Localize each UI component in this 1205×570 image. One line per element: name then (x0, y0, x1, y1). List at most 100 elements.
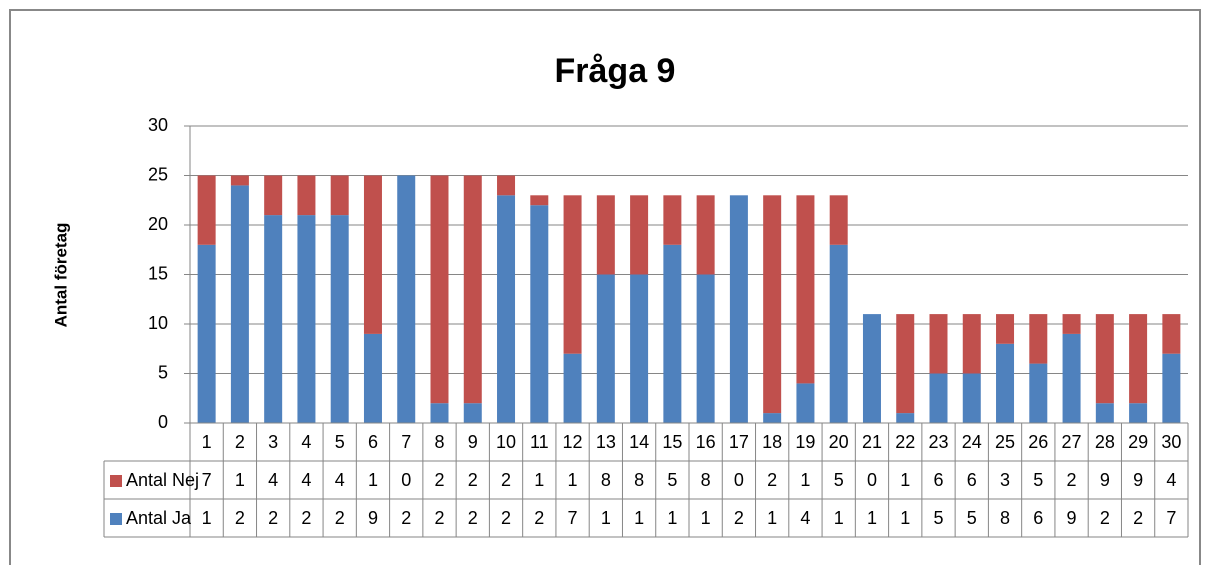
bar (862, 314, 881, 423)
data-table-cell: 8 (701, 470, 711, 490)
data-table-cell: 9 (368, 508, 378, 528)
bar (1062, 333, 1081, 423)
x-tick-label: 24 (962, 432, 982, 452)
data-table-cell: 5 (967, 508, 977, 528)
data-table-cell: 1 (900, 508, 910, 528)
x-tick-label: 22 (895, 432, 915, 452)
x-tick-label: 10 (496, 432, 516, 452)
x-tick-label: 13 (596, 432, 616, 452)
data-table-cell: 1 (767, 508, 777, 528)
chart-title: Fråga 9 (555, 52, 676, 90)
bar (363, 333, 382, 423)
bar (929, 314, 948, 374)
bar (796, 195, 815, 384)
x-tick-label: 23 (928, 432, 948, 452)
bar (330, 175, 349, 216)
bar (230, 185, 249, 423)
bar (230, 175, 249, 186)
data-table-cell: 4 (800, 508, 810, 528)
data-table-cell: 6 (967, 470, 977, 490)
x-tick-label: 18 (762, 432, 782, 452)
data-table-cell: 5 (1033, 470, 1043, 490)
data-table-cell: 1 (867, 508, 877, 528)
data-table-cell: 8 (601, 470, 611, 490)
data-table-cell: 2 (434, 470, 444, 490)
bar (1129, 314, 1148, 404)
x-tick-label: 27 (1062, 432, 1082, 452)
bar (530, 205, 549, 423)
data-table-cell: 9 (1100, 470, 1110, 490)
bar (929, 373, 948, 423)
data-table-cell: 0 (867, 470, 877, 490)
bar (297, 215, 316, 423)
x-tick-label: 3 (268, 432, 278, 452)
bar (264, 175, 283, 216)
data-table-cell: 1 (202, 508, 212, 528)
x-tick-label: 5 (335, 432, 345, 452)
data-table-cell: 4 (335, 470, 345, 490)
bar (962, 314, 981, 374)
data-table-cell: 7 (568, 508, 578, 528)
data-table-cell: 5 (933, 508, 943, 528)
x-tick-label: 29 (1128, 432, 1148, 452)
bar (1095, 403, 1114, 423)
data-table-cell: 2 (401, 508, 411, 528)
x-tick-label: 17 (729, 432, 749, 452)
x-tick-label: 26 (1028, 432, 1048, 452)
bar (663, 244, 682, 423)
y-tick-label: 0 (158, 412, 168, 432)
bar (197, 175, 216, 245)
bar (430, 175, 449, 404)
x-tick-label: 9 (468, 432, 478, 452)
bar (729, 195, 748, 423)
x-tick-label: 14 (629, 432, 649, 452)
bar (430, 403, 449, 423)
bar (796, 383, 815, 423)
bar (1062, 314, 1081, 334)
bar (829, 244, 848, 423)
data-table-cell: 1 (634, 508, 644, 528)
y-tick-label: 10 (148, 313, 168, 333)
y-tick-label: 15 (148, 263, 168, 283)
bar (1129, 403, 1148, 423)
legend-key (110, 475, 122, 487)
y-tick-label: 20 (148, 214, 168, 234)
bar (1162, 353, 1181, 423)
data-table-cell: 1 (534, 470, 544, 490)
bar (696, 274, 715, 423)
data-table-cell: 5 (834, 470, 844, 490)
data-table-cell: 1 (800, 470, 810, 490)
x-tick-label: 11 (530, 432, 549, 452)
data-table-cell: 6 (933, 470, 943, 490)
bar (264, 215, 283, 423)
data-table-cell: 2 (534, 508, 544, 528)
x-tick-label: 4 (301, 432, 311, 452)
x-tick-label: 7 (401, 432, 411, 452)
bar (1029, 363, 1048, 423)
data-table-cell: 4 (1166, 470, 1176, 490)
bar (363, 175, 382, 334)
data-table-cell: 2 (468, 470, 478, 490)
x-tick-label: 2 (235, 432, 245, 452)
data-table-cell: 1 (568, 470, 578, 490)
data-table-cell: 9 (1067, 508, 1077, 528)
y-tick-label: 5 (158, 362, 168, 382)
data-table-cell: 2 (734, 508, 744, 528)
data-table-cell: 2 (268, 508, 278, 528)
data-table-cell: 1 (834, 508, 844, 528)
bar (463, 403, 482, 423)
x-tick-label: 1 (202, 432, 212, 452)
bar (996, 343, 1015, 423)
bar (596, 274, 615, 423)
x-tick-label: 25 (995, 432, 1015, 452)
bar (763, 195, 782, 414)
bar (197, 244, 216, 423)
data-table-cell: 3 (1000, 470, 1010, 490)
data-table-cell: 5 (667, 470, 677, 490)
data-table-cell: 0 (734, 470, 744, 490)
x-tick-label: 15 (662, 432, 682, 452)
data-table-cell: 2 (501, 470, 511, 490)
data-table-cell: 8 (1000, 508, 1010, 528)
bar (497, 175, 516, 196)
